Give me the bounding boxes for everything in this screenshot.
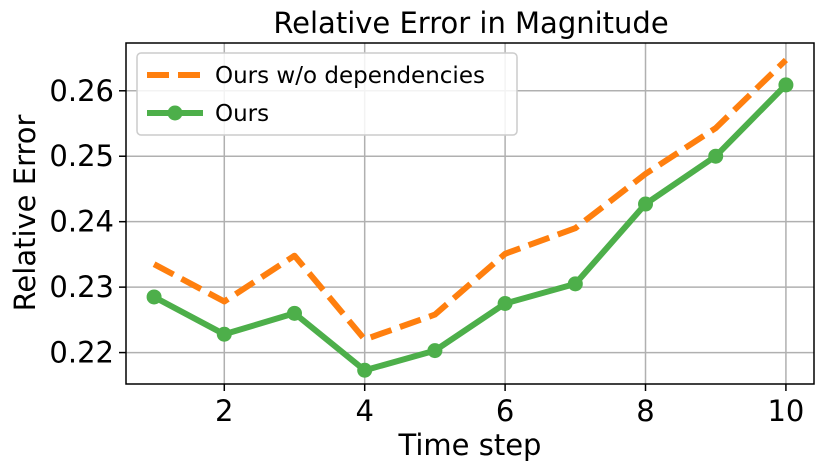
x-tick-label: 4 <box>355 394 373 428</box>
y-axis: 0.22 0.23 0.24 0.25 0.26 <box>49 74 126 370</box>
data-point <box>638 196 654 212</box>
data-point <box>778 77 794 93</box>
y-tick-label: 0.23 <box>49 270 114 304</box>
series-layer <box>146 57 794 378</box>
x-axis-label: Time step <box>398 428 542 462</box>
x-tick-label: 6 <box>496 394 514 428</box>
chart-title: Relative Error in Magnitude <box>273 6 668 40</box>
y-tick-label: 0.25 <box>49 139 114 173</box>
y-tick-label: 0.22 <box>49 336 114 370</box>
data-point <box>567 276 583 292</box>
x-axis: 2 4 6 8 10 <box>215 384 804 428</box>
y-axis-label: Relative Error <box>8 114 42 311</box>
legend-marker <box>167 105 183 121</box>
data-point <box>497 295 513 311</box>
x-tick-label: 8 <box>636 394 654 428</box>
series-line-1 <box>152 82 789 374</box>
data-point <box>357 362 373 378</box>
legend-label-0: Ours w/o dependencies <box>215 63 485 89</box>
y-tick-label: 0.26 <box>49 74 114 108</box>
legend-label-1: Ours <box>215 101 269 127</box>
data-point <box>286 305 302 321</box>
plot-frame <box>125 42 815 385</box>
y-tick-label: 0.24 <box>49 205 114 239</box>
legend-box <box>136 52 518 136</box>
data-point <box>708 148 724 164</box>
data-point <box>216 326 232 342</box>
legend: Ours w/o dependencies Ours <box>136 52 518 136</box>
series-line-0 <box>152 57 788 343</box>
data-point <box>427 343 443 359</box>
x-tick-label: 10 <box>767 394 804 428</box>
data-point <box>146 289 162 305</box>
x-tick-label: 2 <box>215 394 233 428</box>
